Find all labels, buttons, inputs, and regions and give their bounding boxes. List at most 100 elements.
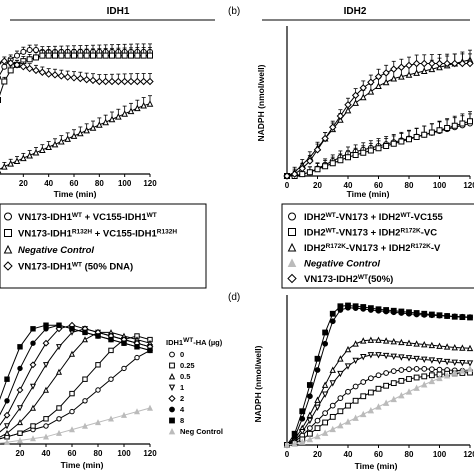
panel-b-xlabel: Time (min) (347, 189, 390, 199)
data-point (82, 376, 88, 382)
data-point (90, 52, 96, 59)
data-point (367, 147, 374, 154)
data-point (134, 344, 140, 350)
data-point (43, 322, 49, 328)
data-point (146, 77, 154, 86)
data-point (20, 48, 27, 55)
panel-b-plot: 0 20 40 60 80 100 120 (283, 26, 474, 190)
data-point (459, 367, 466, 374)
data-point (405, 339, 413, 346)
data-point (68, 426, 76, 433)
legend-label: Negative Control (18, 245, 94, 256)
panel-c-legend: IDH1WT-HA (µg) 0 0.25 0.5 1 2 4 8 Neg Control (166, 337, 223, 437)
data-point (344, 363, 352, 370)
data-point (398, 73, 405, 80)
data-point (314, 404, 321, 412)
data-point (360, 305, 367, 312)
data-point (451, 359, 458, 367)
x-tick-label: 0 (285, 450, 290, 459)
data-point (421, 311, 428, 318)
x-tick-label: 120 (143, 449, 157, 458)
series-line-4 (0, 324, 151, 426)
data-point (7, 67, 14, 74)
data-point (114, 77, 123, 86)
data-point (390, 380, 397, 387)
data-point (413, 374, 420, 381)
data-point (428, 312, 435, 319)
data-point (421, 131, 428, 138)
data-point (352, 152, 359, 158)
data-point (0, 57, 9, 65)
data-point (71, 52, 77, 59)
legend-marker (4, 229, 12, 237)
data-point (359, 84, 367, 92)
data-point (134, 52, 141, 59)
data-point (314, 425, 321, 432)
data-point (306, 425, 313, 432)
legend-label: VN173-IDH1R132H + VC155-IDH1R132H (18, 228, 177, 240)
data-point (108, 77, 116, 86)
data-point (428, 357, 436, 364)
data-point (95, 387, 101, 393)
panel-b-title: IDH2 (344, 6, 367, 17)
data-point (360, 353, 367, 361)
data-point (109, 52, 115, 59)
data-point (352, 414, 359, 421)
legend-marker (168, 372, 176, 380)
data-point (16, 386, 24, 394)
legend-label: 0.25 (180, 361, 195, 370)
x-tick-label: 40 (44, 179, 53, 188)
data-point (382, 337, 390, 344)
data-point (428, 366, 435, 373)
legend-label: IDH2R172K-VN173 + IDH2R172K-V (304, 243, 441, 255)
data-point (428, 59, 436, 68)
data-point (337, 157, 344, 164)
data-point (413, 365, 420, 372)
data-point (0, 97, 1, 103)
data-point (344, 101, 352, 109)
data-point (291, 440, 298, 447)
series-line-7 (0, 407, 151, 444)
data-point (435, 59, 444, 68)
data-point (55, 368, 63, 375)
data-point (89, 124, 97, 131)
data-point (26, 151, 33, 159)
data-point (298, 164, 306, 173)
x-tick-label: 100 (433, 450, 447, 459)
data-point (344, 106, 352, 114)
panel-b-legend: IDH2WT-VN173 + IDH2WT-VC155 IDH2WT-VN173 … (287, 212, 443, 285)
data-point (55, 429, 63, 436)
legend-marker (4, 212, 12, 221)
data-point (390, 337, 397, 345)
data-point (436, 374, 443, 382)
legend-label: 4 (180, 405, 185, 414)
x-tick-label: 40 (42, 449, 51, 458)
data-point (1, 63, 8, 70)
data-point (337, 408, 344, 415)
x-tick-label: 80 (95, 179, 104, 188)
x-tick-label: 60 (68, 449, 77, 458)
data-point (146, 404, 154, 411)
data-point (322, 329, 329, 336)
data-point (52, 52, 58, 59)
data-point (134, 104, 141, 112)
x-tick-label: 100 (433, 181, 447, 190)
data-point (322, 163, 329, 170)
panel-c-xlabel: Time (min) (61, 460, 104, 470)
data-point (51, 140, 59, 148)
data-point (436, 342, 443, 349)
data-point (421, 340, 428, 348)
data-point (329, 366, 336, 373)
data-point (29, 361, 37, 369)
panel-b-label: (b) (228, 6, 240, 17)
data-point (352, 397, 359, 404)
data-point (398, 377, 405, 384)
data-point (121, 340, 127, 346)
data-point (367, 389, 374, 396)
x-tick-label: 60 (374, 181, 383, 190)
data-point (383, 370, 390, 376)
data-point (283, 172, 291, 180)
data-point (367, 78, 375, 86)
data-point (443, 59, 451, 68)
data-point (322, 340, 329, 347)
